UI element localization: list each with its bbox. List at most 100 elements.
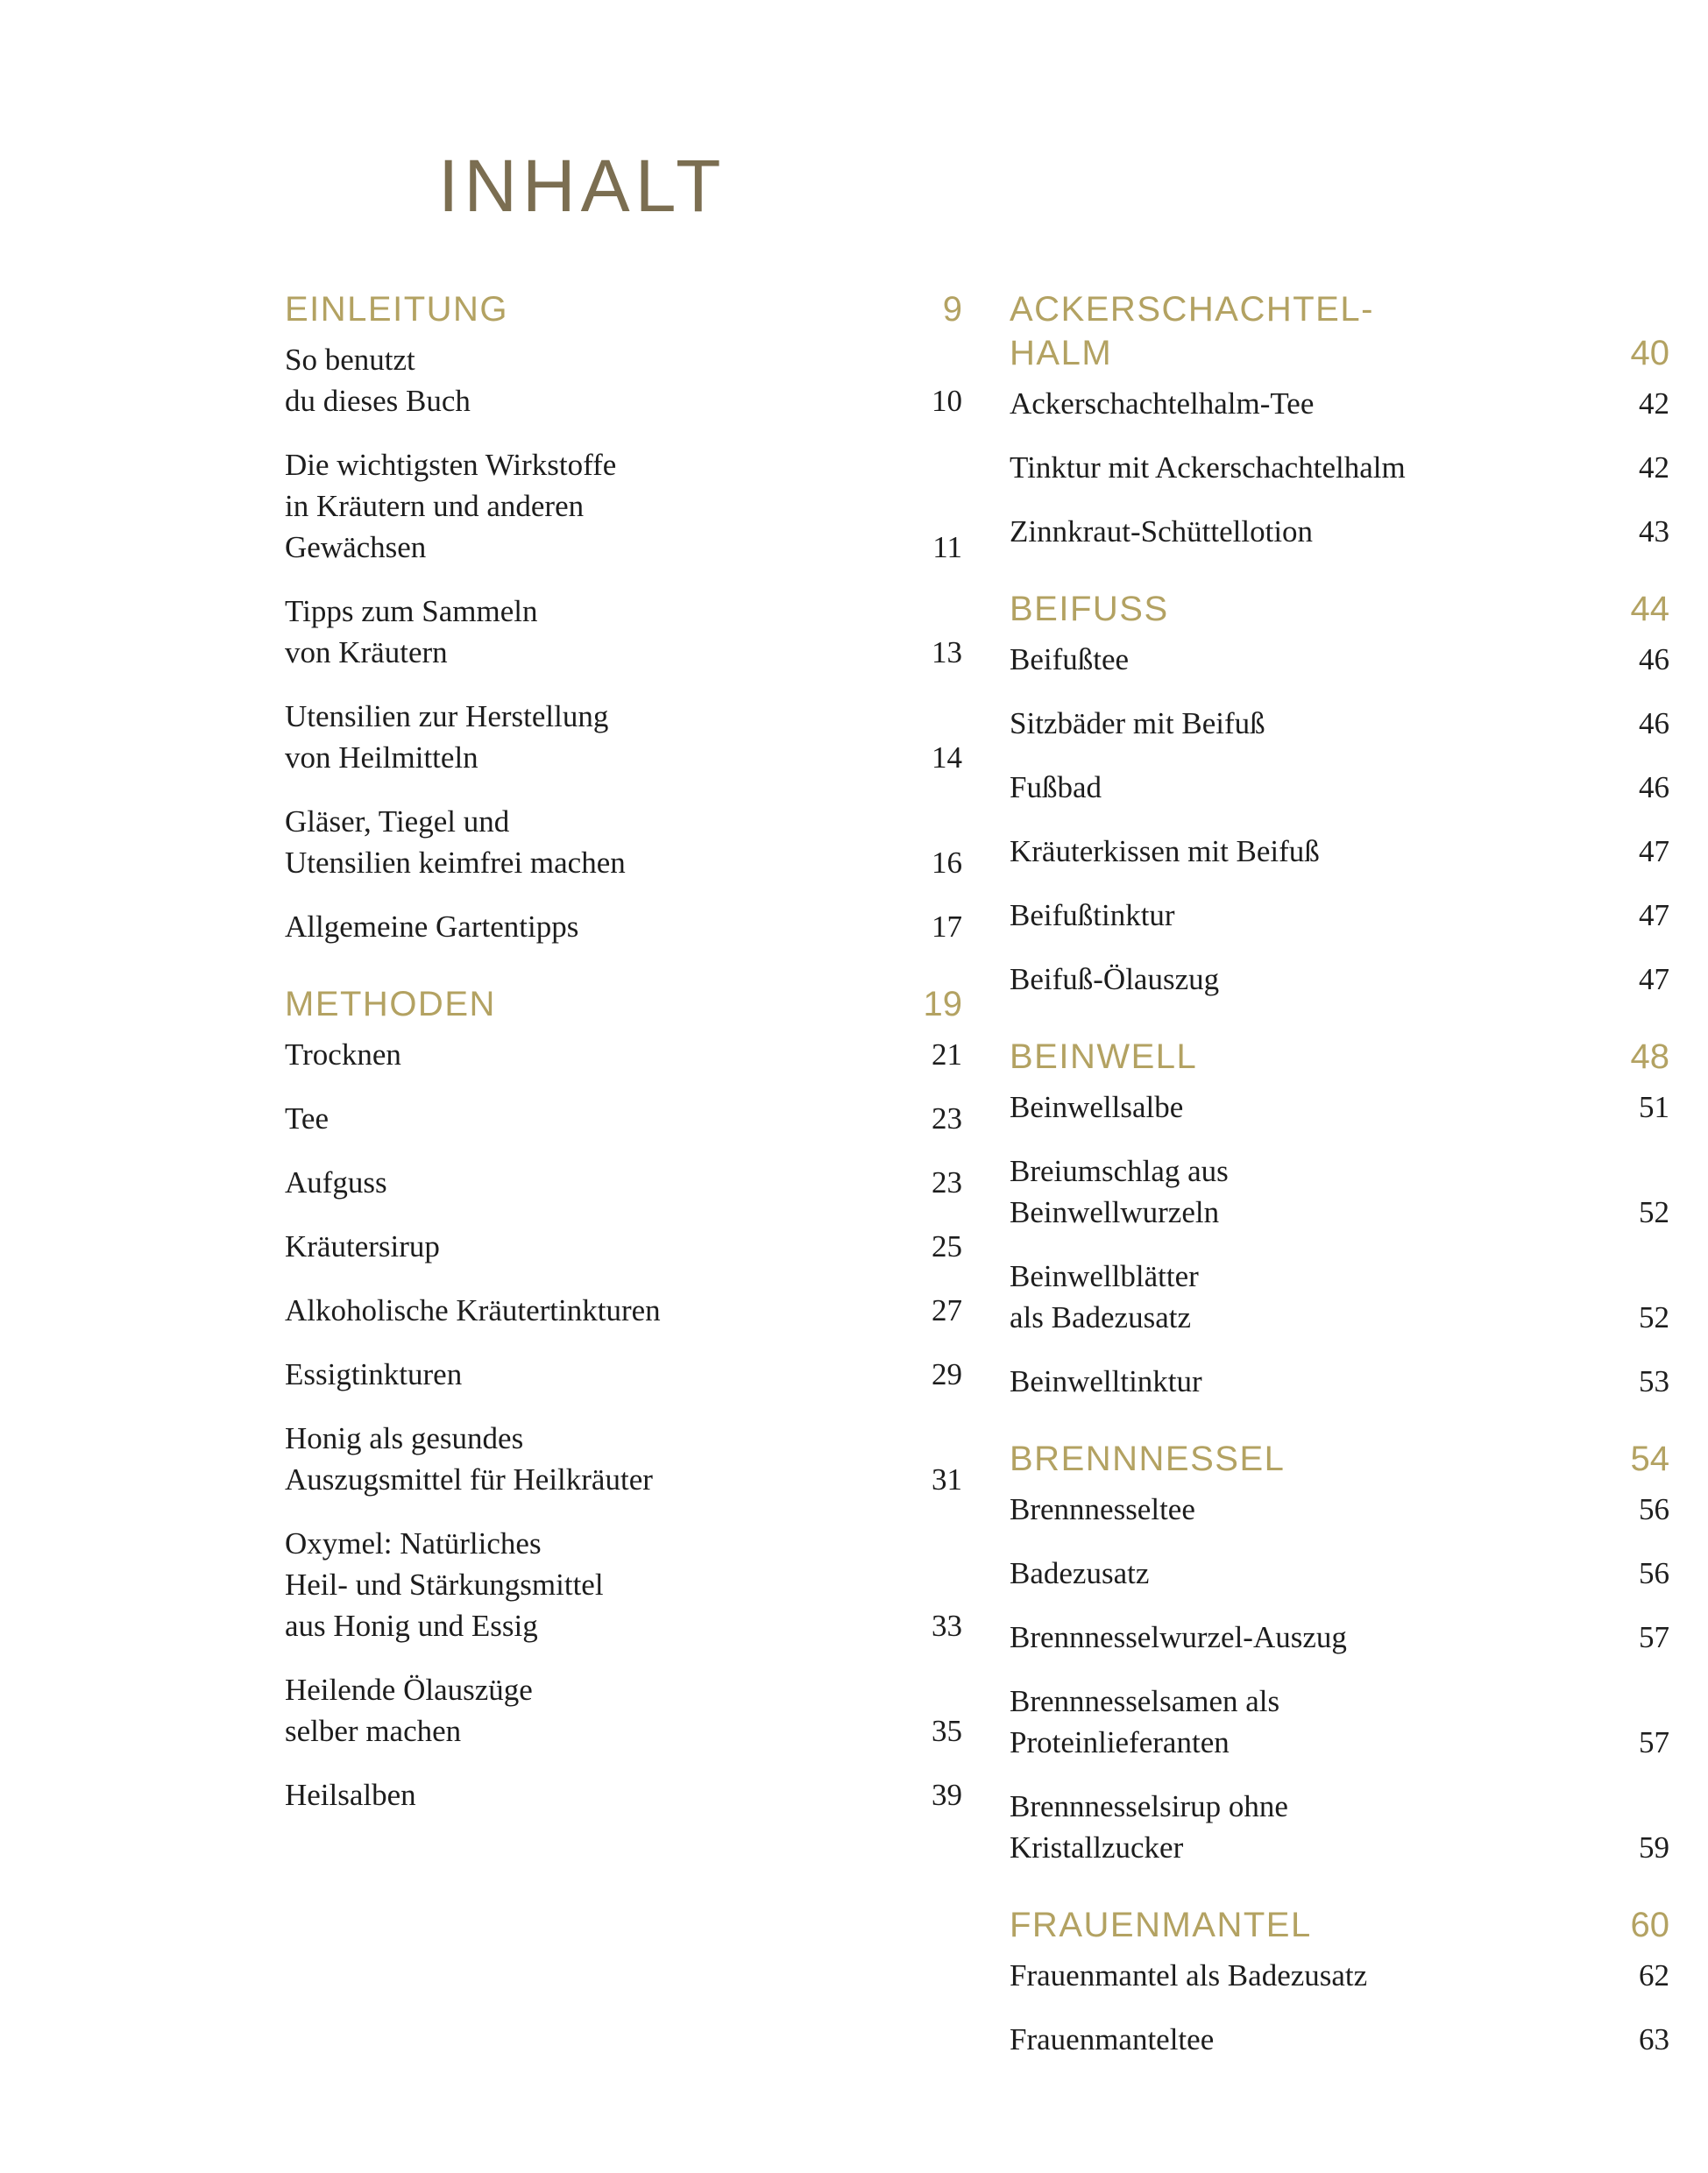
entry-page-number: 16 [932,846,962,880]
section-title: BEIFUSS [1010,590,1169,628]
entry-page-number: 17 [932,910,962,944]
toc-entry: Kräutersirup 25 [285,1226,962,1267]
section-title: FRAUENMANTEL [1010,1906,1312,1944]
entry-label: Heilende Ölauszüge selber machen [285,1673,533,1748]
toc-entry: Die wichtigsten Wirkstoffe in Kräutern u… [285,444,962,568]
entry-label: So benutzt du dieses Buch [285,343,471,418]
toc-entry: Zinnkraut-Schüttellotion 43 [1010,511,1669,552]
entry-label: Beifußtinktur [1010,898,1175,932]
toc-section: EINLEITUNG 9 So benutzt du dieses Buch 10 Di… [285,287,962,947]
entry-label: Oxymel: Natürliches Heil- und Stärkungsm… [285,1526,604,1643]
toc-section: ACKERSCHACHTEL- HALM 40 Ackerschachtelhalm… [1010,287,1669,552]
entry-page-number: 43 [1639,514,1669,549]
toc-entry: Beifußtee 46 [1010,639,1669,680]
toc-entry: Tinktur mit Ackerschachtelhalm 42 [1010,447,1669,488]
entry-page-number: 56 [1639,1492,1669,1526]
entry-label: Tinktur mit Ackerschachtelhalm [1010,450,1406,485]
entry-page-number: 46 [1639,642,1669,676]
entry-page-number: 33 [932,1609,962,1643]
toc-entry: Alkoholische Kräutertinkturen 27 [285,1290,962,1331]
entry-label: Frauenmanteltee [1010,2022,1215,2056]
toc-entry: So benutzt du dieses Buch 10 [285,339,962,421]
entry-page-number: 13 [932,635,962,669]
entry-page-number: 46 [1639,770,1669,804]
toc-entry: Honig als gesundes Auszugsmittel für Hei… [285,1418,962,1500]
entry-page-number: 47 [1639,898,1669,932]
toc-entry: Aufguss 23 [285,1162,962,1203]
entry-label: Alkoholische Kräutertinkturen [285,1293,661,1327]
section-page-number: 19 [923,985,963,1023]
section-title: METHODEN [285,985,496,1023]
entry-label: Fußbad [1010,770,1102,804]
entry-label: Sitzbäder mit Beifuß [1010,706,1265,740]
toc-entry: Brennnesselsirup ohne Kristallzucker 59 [1010,1786,1669,1868]
toc-entry: Beifußtinktur 47 [1010,895,1669,936]
entry-label: Brennnesseltee [1010,1492,1195,1526]
toc-entry: Ackerschachtelhalm-Tee 42 [1010,383,1669,424]
section-title: EINLEITUNG [285,290,509,329]
toc-entry: Beifuß-Ölauszug 47 [1010,959,1669,1000]
toc-entry: Utensilien zur Herstellung von Heilmitte… [285,696,962,778]
toc-section: BEIFUSS 44 Beifußtee 46 Sitzbäder mit Beifuß… [1010,587,1669,1000]
entry-label: Beinwellsalbe [1010,1090,1184,1124]
toc-entry: Beinwelltinktur 53 [1010,1361,1669,1402]
entry-page-number: 25 [932,1229,962,1263]
entry-label: Beifußtee [1010,642,1130,676]
toc-entry: Tipps zum Sammeln von Kräutern 13 [285,591,962,673]
entry-label: Utensilien zur Herstellung von Heilmitte… [285,699,609,775]
entry-label: Beifuß-Ölauszug [1010,962,1220,996]
toc-section: BRENNNESSEL 54 Brennnesseltee 56 Badezusatz 5… [1010,1437,1669,1868]
entry-page-number: 52 [1639,1195,1669,1229]
toc-entry: Kräuterkissen mit Beifuß 47 [1010,831,1669,872]
entry-label: Kräutersirup [285,1229,440,1263]
entry-label: Heilsalben [285,1778,416,1812]
entry-page-number: 23 [932,1165,962,1200]
entry-page-number: 59 [1639,1830,1669,1865]
entry-label: Tipps zum Sammeln von Kräutern [285,594,538,669]
section-page-number: 44 [1630,590,1670,628]
entry-label: Zinnkraut-Schüttellotion [1010,514,1314,549]
entry-label: Trocknen [285,1037,401,1072]
entry-page-number: 57 [1639,1620,1669,1654]
toc-entry: Trocknen 21 [285,1034,962,1075]
toc-entry: Beinwellsalbe 51 [1010,1086,1669,1128]
toc-entry: Heilsalben 39 [285,1774,962,1816]
entry-label: Brennnesselwurzel-Auszug [1010,1620,1347,1654]
toc-entry: Badezusatz 56 [1010,1553,1669,1594]
entry-page-number: 53 [1639,1364,1669,1398]
toc-entry: Brennnesselwurzel-Auszug 57 [1010,1617,1669,1658]
toc-entry: Essigtinkturen 29 [285,1354,962,1395]
entry-page-number: 51 [1639,1090,1669,1124]
toc-entry: Sitzbäder mit Beifuß 46 [1010,703,1669,744]
section-page-number: 9 [942,290,962,329]
entry-page-number: 29 [932,1357,962,1391]
entry-page-number: 10 [932,384,962,418]
entry-label: Beinwelltinktur [1010,1364,1202,1398]
entry-page-number: 63 [1639,2022,1669,2056]
section-header: EINLEITUNG 9 [285,287,962,331]
entry-page-number: 21 [932,1037,962,1072]
entry-label: Allgemeine Gartentipps [285,910,579,944]
entry-page-number: 42 [1639,386,1669,421]
toc-column-right: ACKERSCHACHTEL- HALM 40 Ackerschachtelhalm… [1010,287,1669,2060]
entry-label: Kräuterkissen mit Beifuß [1010,834,1320,868]
toc-content: EINLEITUNG 9 So benutzt du dieses Buch 10 Di… [285,287,1669,2060]
entry-label: Beinwellblätter als Badezusatz [1010,1259,1199,1334]
entry-page-number: 27 [932,1293,962,1327]
toc-entry: Breiumschlag aus Beinwellwurzeln 52 [1010,1150,1669,1233]
entry-page-number: 57 [1639,1725,1669,1759]
toc-entry: Brennnesselsamen als Proteinlieferanten 5… [1010,1681,1669,1763]
toc-section: METHODEN 19 Trocknen 21 Tee 23 Aufguss 23 Kräute… [285,982,962,1816]
section-title: BRENNNESSEL [1010,1440,1286,1478]
entry-page-number: 47 [1639,962,1669,996]
section-page-number: 48 [1630,1037,1670,1076]
entry-page-number: 31 [932,1462,962,1497]
entry-label: Gläser, Tiegel und Utensilien keimfrei m… [285,804,626,880]
toc-entry: Brennnesseltee 56 [1010,1489,1669,1530]
entry-page-number: 62 [1639,1958,1669,1993]
entry-label: Essigtinkturen [285,1357,463,1391]
entry-page-number: 46 [1639,706,1669,740]
section-header: BRENNNESSEL 54 [1010,1437,1669,1481]
entry-page-number: 47 [1639,834,1669,868]
